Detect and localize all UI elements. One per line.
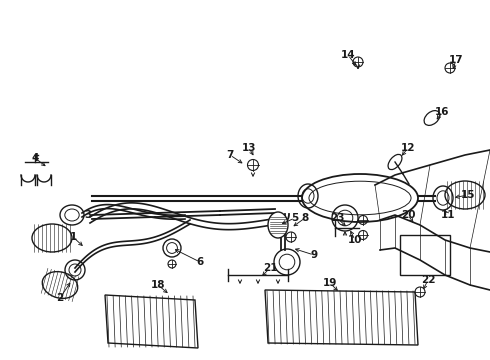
- Text: 9: 9: [311, 250, 318, 260]
- Polygon shape: [105, 295, 198, 348]
- Text: 7: 7: [226, 150, 234, 160]
- Text: 4: 4: [31, 153, 39, 163]
- Text: 17: 17: [449, 55, 464, 65]
- Text: 13: 13: [242, 143, 256, 153]
- Text: 20: 20: [401, 210, 415, 220]
- Text: 14: 14: [341, 50, 355, 60]
- Text: 6: 6: [196, 257, 204, 267]
- Text: 2: 2: [56, 293, 64, 303]
- Ellipse shape: [268, 212, 288, 238]
- Bar: [400, 235, 450, 275]
- Text: 22: 22: [421, 275, 435, 285]
- Text: 11: 11: [441, 210, 455, 220]
- Text: 19: 19: [323, 278, 337, 288]
- Ellipse shape: [424, 111, 440, 125]
- Text: 16: 16: [435, 107, 449, 117]
- Text: 12: 12: [401, 143, 415, 153]
- Text: 23: 23: [330, 213, 344, 223]
- Text: 10: 10: [348, 235, 362, 245]
- Ellipse shape: [388, 154, 402, 170]
- Text: 5: 5: [292, 213, 298, 223]
- Text: 21: 21: [263, 263, 277, 273]
- Text: 3: 3: [84, 210, 92, 220]
- Text: 15: 15: [461, 190, 475, 200]
- Text: 1: 1: [70, 232, 76, 242]
- Ellipse shape: [302, 174, 418, 222]
- Polygon shape: [265, 290, 418, 345]
- Text: 18: 18: [151, 280, 165, 290]
- Text: 8: 8: [301, 213, 309, 223]
- Ellipse shape: [32, 224, 72, 252]
- Ellipse shape: [42, 271, 78, 298]
- Ellipse shape: [445, 181, 485, 209]
